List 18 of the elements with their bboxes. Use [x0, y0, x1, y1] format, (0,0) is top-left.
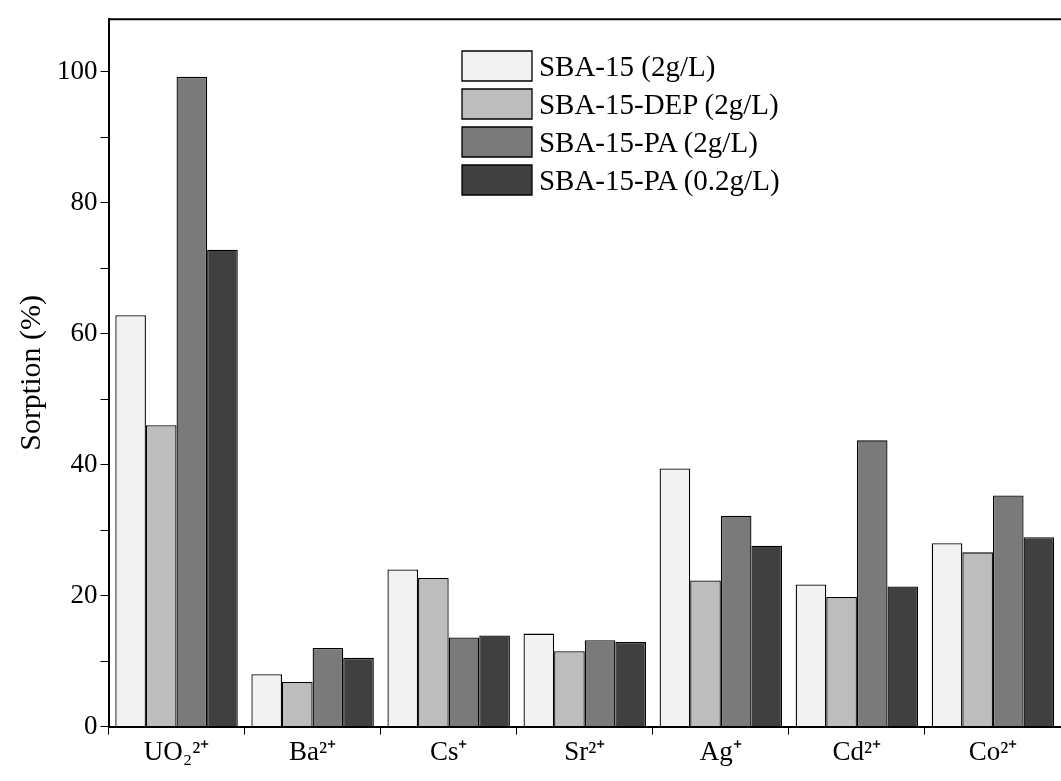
x-tick-label: Cs⁺ [429, 735, 468, 766]
y-tick-label: 20 [70, 578, 98, 609]
y-tick-label: 80 [70, 185, 98, 216]
legend-label: SBA-15-DEP (2g/L) [538, 87, 779, 121]
y-tick-label: 0 [84, 709, 98, 740]
legend-label: SBA-15-PA (2g/L) [538, 125, 758, 159]
x-tick-label: Sr²⁺ [564, 735, 606, 766]
legend-label: SBA-15-PA (0.2g/L) [538, 163, 780, 197]
x-tick-label: Cd²⁺ [832, 735, 882, 766]
x-tick-label: Ba²⁺ [289, 735, 337, 766]
legend-label: SBA-15 (2g/L) [538, 49, 716, 83]
x-tick-label: Ag⁺ [699, 735, 742, 766]
y-tick-label: 100 [57, 54, 98, 85]
y-axis-title: Sorption (%) [12, 294, 47, 451]
x-tick-label: Co²⁺ [968, 735, 1018, 766]
x-tick-label: UO₂²⁺ [143, 735, 210, 766]
y-tick-label: 60 [70, 316, 98, 347]
y-tick-label: 40 [70, 447, 98, 478]
